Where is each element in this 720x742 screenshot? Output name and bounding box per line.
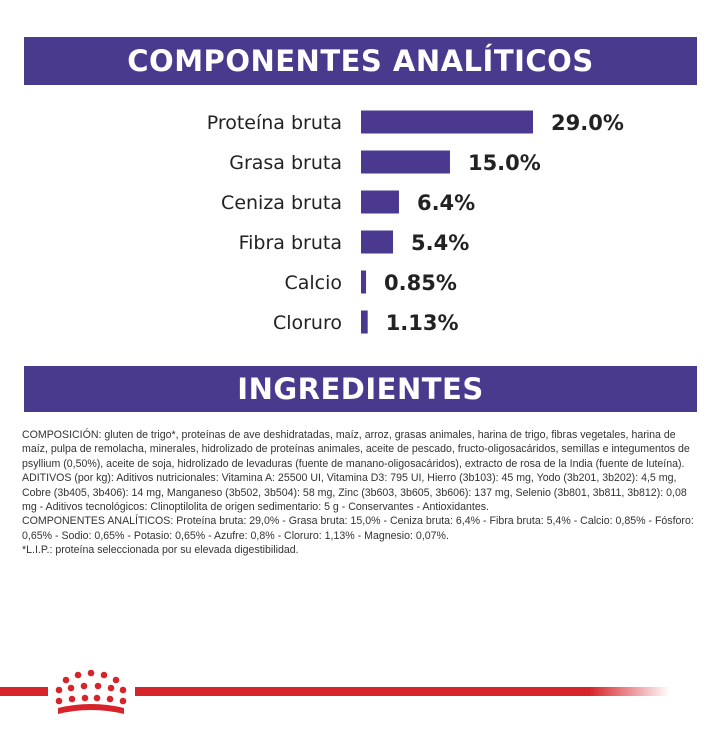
ingredients-text: COMPOSICIÓN: gluten de trigo*, proteínas…: [22, 428, 702, 558]
category-label: Grasa bruta: [229, 152, 342, 174]
category-label: Ceniza bruta: [221, 192, 342, 214]
value-label: 0.85%: [384, 271, 457, 295]
red-line-right: [135, 687, 670, 696]
composition-paragraph: COMPOSICIÓN: gluten de trigo*, proteínas…: [22, 429, 690, 470]
value-label: 29.0%: [551, 111, 624, 135]
value-label: 15.0%: [468, 151, 541, 175]
ingredients-title: INGREDIENTES: [237, 372, 484, 406]
red-line-left: [0, 687, 48, 696]
category-label: Calcio: [284, 272, 342, 294]
brand-footer: [0, 669, 670, 714]
royal-crown-icon: [55, 669, 127, 714]
bar: [361, 310, 368, 334]
components-title: COMPONENTES ANALÍTICOS: [127, 44, 594, 78]
category-label: Cloruro: [273, 312, 342, 334]
footnote-paragraph: *L.I.P.: proteína seleccionada por su el…: [22, 544, 299, 557]
bar: [361, 110, 533, 134]
ingredients-banner: INGREDIENTES: [24, 366, 697, 412]
category-label: Fibra bruta: [239, 232, 342, 254]
bar: [361, 270, 367, 294]
bar: [361, 230, 394, 254]
category-label: Proteína bruta: [207, 112, 342, 134]
components-banner: COMPONENTES ANALÍTICOS: [24, 37, 697, 85]
nutrient-bar-chart: Proteína bruta 29.0% Grasa bruta 15.0% Ceniz…: [207, 110, 624, 335]
additives-paragraph: ADITIVOS (por kg): Aditivos nutricionale…: [22, 472, 687, 514]
bar: [361, 190, 399, 214]
value-label: 5.4%: [411, 231, 469, 255]
value-label: 6.4%: [417, 191, 475, 215]
bar: [361, 150, 450, 174]
value-label: 1.13%: [386, 311, 459, 335]
analytical-paragraph: COMPONENTES ANALÍTICOS: Proteína bruta: …: [22, 515, 694, 542]
